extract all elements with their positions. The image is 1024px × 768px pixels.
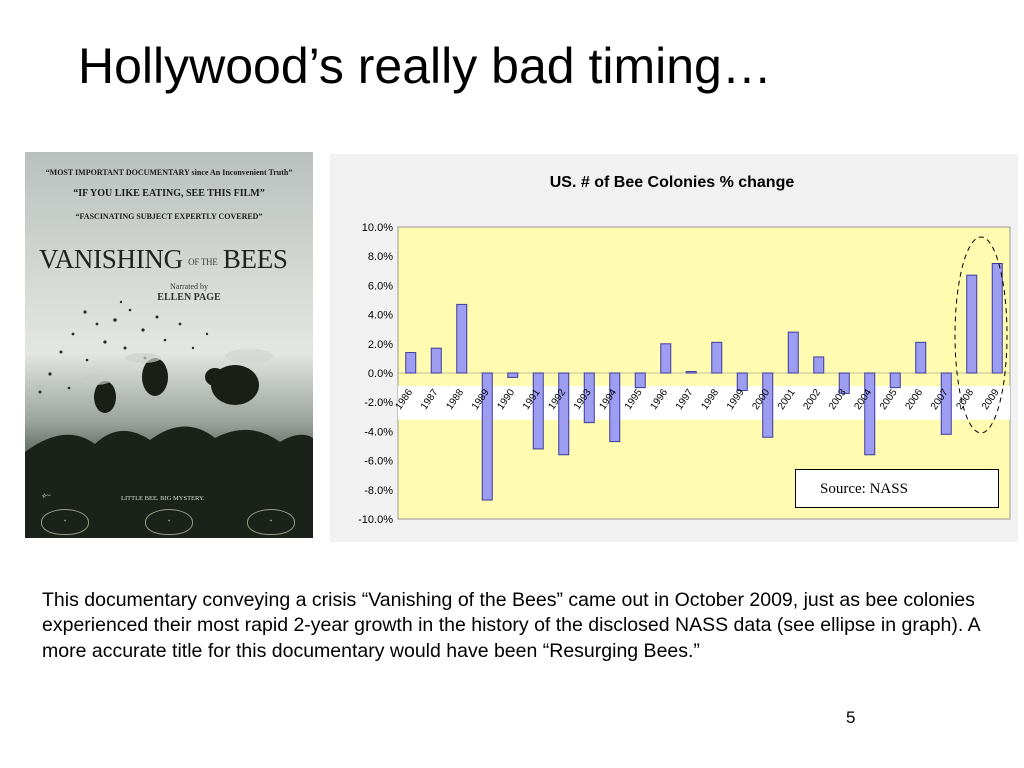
poster-signature-logo: ⟡~ [41,491,51,500]
poster-narrator: ELLEN PAGE [157,292,221,303]
page-number: 5 [846,708,856,727]
poster-quote-2: “IF YOU LIKE EATING, SEE THIS FILM” [73,188,265,199]
source-note: Source: NASS [795,469,999,508]
bar-2002 [813,356,825,374]
bar-1997 [685,371,697,374]
bee-swarm-dots [38,300,209,394]
y-axis: 10.0% 8.0% 6.0% 4.0% 2.0% 0.0% -2.0% -4.0% -6.0%… [358,222,393,526]
bar-1990 [507,372,519,378]
plant-silhouette [25,426,313,538]
bar-1996 [660,343,672,374]
y-tick-label: 0.0% [368,368,393,380]
bar-1986 [405,352,417,374]
poster-title-vanishing: VANISHING [39,244,183,274]
slide-body-text: This documentary conveying a crisis “Van… [42,589,980,662]
bar-1989 [481,372,493,501]
poster-tagline: LITTLE BEE. BIG MYSTERY. [121,495,205,502]
poster-quote-1: “MOST IMPORTANT DOCUMENTARY since An Inc… [45,168,293,177]
bar-1995 [634,372,646,389]
y-tick-label: -6.0% [364,456,393,468]
bee-colonies-chart: US. # of Bee Colonies % change 10.0% 8.0%… [330,154,1018,542]
bees-flying-over-plant-image [25,300,313,538]
bar-2000 [762,372,774,438]
highlight-ellipse [954,236,1008,434]
bar-2004 [864,372,876,456]
festival-laurel-3-icon: ✦ [247,509,295,535]
poster-narrated-by: Narrated by [170,282,208,291]
bar-2006 [915,341,927,374]
bar-1993 [583,372,595,424]
bar-2009 [991,263,1003,374]
bar-1999 [736,372,748,392]
poster-quote-3: “FASCINATING SUBJECT EXPERTLY COVERED” [75,212,263,221]
y-tick-label: 2.0% [368,339,393,351]
bars-group [398,263,1010,501]
bar-1988 [456,303,468,374]
slide-title: Hollywood’s really bad timing… [78,38,772,94]
bar-2001 [787,331,799,374]
bar-1994 [609,372,621,443]
y-tick-label: 4.0% [368,310,393,322]
bee-silhouettes [79,349,273,413]
y-tick-label: -2.0% [364,397,393,409]
y-tick-label: -8.0% [364,485,393,497]
poster-title-bees: BEES [222,244,288,274]
y-tick-label: -4.0% [364,426,393,438]
y-tick-label: -10.0% [358,514,393,526]
chart-title: US. # of Bee Colonies % change [550,174,795,191]
bar-2003 [838,372,850,394]
bar-1992 [558,372,570,456]
y-tick-label: 10.0% [362,222,393,234]
festival-laurel-2-icon: ✦ [145,509,193,535]
poster-title: VANISHING OF THE BEES [39,244,288,275]
x-label-band [398,386,1010,420]
documentary-poster: “MOST IMPORTANT DOCUMENTARY since An Inc… [25,152,313,538]
bar-2007 [940,372,952,435]
bar-1998 [711,341,723,374]
festival-laurel-1-icon: ✦ [41,509,89,535]
y-tick-label: 6.0% [368,280,393,292]
poster-title-of-the: OF THE [188,256,218,267]
y-tick-label: 8.0% [368,251,393,263]
bar-1991 [532,372,544,450]
bar-2005 [889,372,901,389]
bar-2008 [966,274,978,374]
bar-1987 [430,347,442,374]
